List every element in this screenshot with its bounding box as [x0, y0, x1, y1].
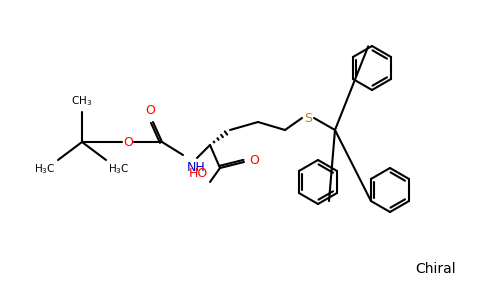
Text: O: O [123, 136, 133, 148]
Text: H$_3$C: H$_3$C [34, 162, 56, 176]
Text: HO: HO [189, 167, 208, 180]
Text: S: S [304, 112, 312, 124]
Text: Chiral: Chiral [415, 262, 455, 276]
Text: CH$_3$: CH$_3$ [72, 94, 92, 108]
Text: NH: NH [187, 161, 206, 174]
Text: H$_3$C: H$_3$C [108, 162, 130, 176]
Text: O: O [249, 154, 259, 166]
Text: O: O [145, 104, 155, 117]
